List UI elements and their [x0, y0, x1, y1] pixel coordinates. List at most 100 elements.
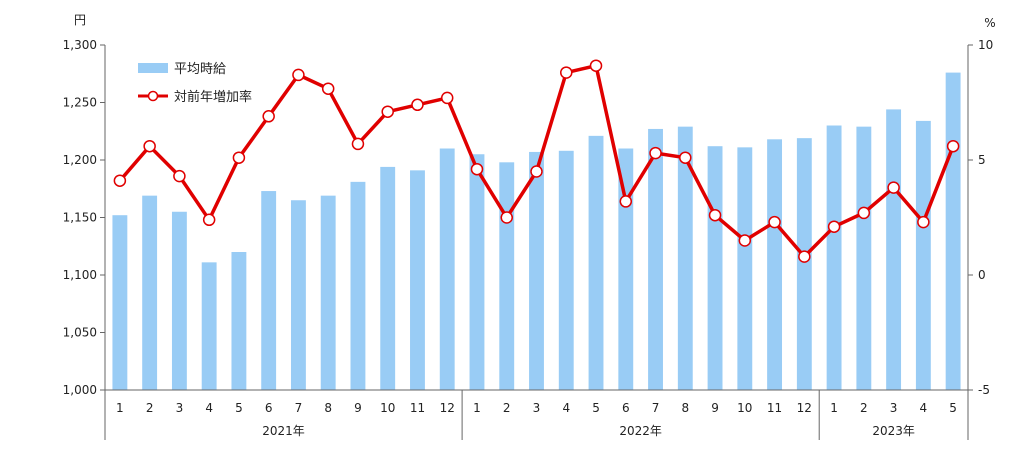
bar-17	[588, 135, 604, 390]
bar-15	[529, 151, 544, 390]
bar-5	[231, 252, 247, 390]
bar-22	[737, 147, 753, 390]
axes	[104, 45, 969, 440]
year-label: 2023年	[872, 424, 915, 438]
month-label: 4	[205, 401, 213, 415]
growth-rate-point-17	[589, 59, 603, 72]
bar-29	[945, 72, 961, 390]
line-series	[113, 59, 960, 263]
month-label: 1	[473, 401, 481, 415]
month-label: 2	[146, 401, 154, 415]
growth-rate-point-5	[232, 151, 246, 164]
year-label: 2022年	[619, 424, 662, 438]
growth-rate-point-11	[411, 98, 424, 112]
bar-24	[796, 138, 812, 390]
month-label: 6	[265, 401, 273, 415]
bar-7	[290, 200, 306, 390]
growth-rate-point-9	[351, 137, 365, 151]
month-label: 4	[562, 401, 570, 415]
right-tick-label: 5	[978, 153, 986, 167]
bar-28	[915, 120, 931, 391]
growth-rate-point-10	[381, 105, 394, 118]
bar-23	[767, 139, 783, 390]
left-axis-unit: 円	[74, 13, 86, 27]
month-label: 2	[860, 401, 868, 415]
bar-27	[886, 109, 902, 391]
growth-rate-point-26	[857, 206, 871, 220]
month-label: 10	[380, 401, 395, 415]
bar-4	[201, 262, 217, 390]
growth-rate-point-12	[440, 91, 454, 105]
month-label: 11	[410, 401, 425, 415]
month-label: 5	[592, 401, 600, 415]
growth-rate-point-21	[708, 208, 722, 222]
bar-19	[648, 128, 663, 390]
growth-rate-point-18	[619, 195, 633, 208]
growth-rate-point-6	[262, 110, 275, 123]
left-tick-label: 1,000	[63, 383, 97, 397]
month-label: 7	[295, 401, 303, 415]
growth-rate-point-14	[500, 211, 513, 224]
bar-2	[142, 195, 158, 390]
legend: 平均時給 対前年増加率	[138, 62, 252, 105]
left-tick-label: 1,300	[63, 38, 97, 52]
left-tick-label: 1,100	[63, 268, 97, 282]
bar-12	[439, 148, 455, 390]
bar-8	[320, 195, 336, 390]
growth-rate-point-19	[649, 146, 662, 160]
month-label: 3	[533, 401, 541, 415]
left-axis-ticks: 1,000 1,050 1,100 1,150 1,200 1,250 1,300	[63, 38, 105, 397]
month-label: 9	[354, 401, 362, 415]
month-label: 4	[920, 401, 928, 415]
right-tick-label: -5	[978, 383, 990, 397]
bar-14	[499, 162, 515, 390]
month-label: 5	[235, 401, 243, 415]
growth-rate-point-1	[113, 174, 127, 187]
legend-line-marker	[147, 90, 159, 102]
month-label: 11	[767, 401, 782, 415]
month-label: 2	[503, 401, 511, 415]
month-label: 8	[324, 401, 332, 415]
bar-26	[856, 126, 872, 391]
growth-rate-point-25	[827, 220, 841, 233]
legend-bar-label: 平均時給	[174, 62, 226, 77]
bar-series	[112, 72, 961, 391]
growth-rate-point-23	[768, 215, 781, 229]
bar-13	[469, 154, 485, 390]
month-label: 6	[622, 401, 630, 415]
left-tick-label: 1,250	[63, 96, 97, 110]
month-label: 12	[797, 401, 812, 415]
growth-rate-point-4	[202, 213, 216, 227]
growth-rate-point-8	[321, 82, 335, 95]
growth-rate-point-7	[292, 68, 305, 82]
growth-rate-point-22	[738, 234, 752, 247]
bar-10	[380, 166, 396, 390]
right-tick-label: 0	[978, 268, 986, 282]
left-tick-label: 1,150	[63, 211, 97, 225]
bar-20	[677, 126, 693, 391]
growth-rate-point-16	[560, 66, 573, 79]
year-label: 2021年	[262, 424, 305, 438]
right-axis-ticks: -5 0 5 10	[968, 38, 993, 397]
growth-rate-point-20	[679, 151, 692, 164]
growth-rate-point-27	[887, 181, 900, 194]
left-tick-label: 1,050	[63, 326, 97, 340]
month-label: 9	[711, 401, 719, 415]
growth-rate-point-13	[470, 162, 484, 176]
growth-rate-point-15	[530, 165, 543, 178]
month-label: 1	[830, 401, 838, 415]
x-axis: 1 2 3 4 5 6 7 8 9 10 11 12 1 2 3 4 5 6 7 8 9 10 11 12 1 2 3 4 52021年…	[116, 390, 957, 440]
bar-1	[112, 215, 128, 390]
bar-9	[350, 181, 366, 390]
legend-line-label: 対前年増加率	[174, 89, 252, 105]
month-label: 5	[949, 401, 957, 415]
month-label: 7	[652, 401, 660, 415]
bar-16	[558, 150, 574, 390]
bar-3	[171, 211, 187, 390]
month-label: 3	[890, 401, 898, 415]
month-label: 12	[440, 401, 455, 415]
bar-18	[618, 148, 634, 390]
legend-bar-swatch	[138, 63, 168, 73]
right-axis-unit: %	[984, 16, 995, 30]
